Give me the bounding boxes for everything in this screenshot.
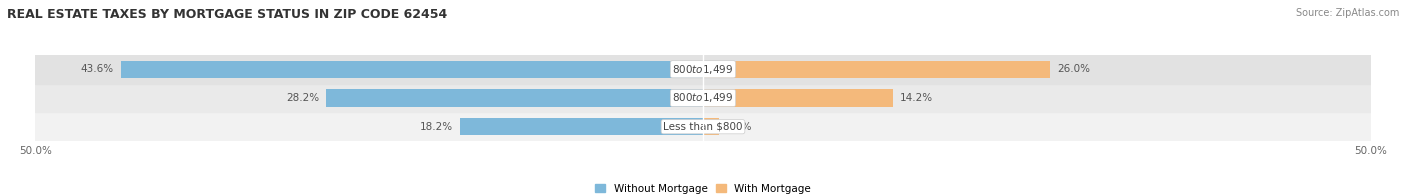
Bar	[703, 61, 1050, 78]
Text: 18.2%: 18.2%	[420, 122, 453, 132]
Bar	[326, 89, 703, 107]
Bar	[35, 84, 1371, 112]
Text: 43.6%: 43.6%	[80, 64, 114, 74]
Text: REAL ESTATE TAXES BY MORTGAGE STATUS IN ZIP CODE 62454: REAL ESTATE TAXES BY MORTGAGE STATUS IN …	[7, 8, 447, 21]
Bar	[460, 118, 703, 135]
Text: $800 to $1,499: $800 to $1,499	[672, 63, 734, 76]
Bar	[703, 89, 893, 107]
Text: Less than $800: Less than $800	[664, 122, 742, 132]
Text: 1.2%: 1.2%	[725, 122, 752, 132]
Bar	[121, 61, 703, 78]
Text: 28.2%: 28.2%	[287, 93, 319, 103]
Bar	[703, 118, 718, 135]
Bar	[35, 55, 1371, 84]
Legend: Without Mortgage, With Mortgage: Without Mortgage, With Mortgage	[591, 180, 815, 196]
Text: 14.2%: 14.2%	[900, 93, 932, 103]
Text: 26.0%: 26.0%	[1057, 64, 1090, 74]
Text: Source: ZipAtlas.com: Source: ZipAtlas.com	[1295, 8, 1399, 18]
Bar	[35, 112, 1371, 141]
Text: $800 to $1,499: $800 to $1,499	[672, 92, 734, 104]
